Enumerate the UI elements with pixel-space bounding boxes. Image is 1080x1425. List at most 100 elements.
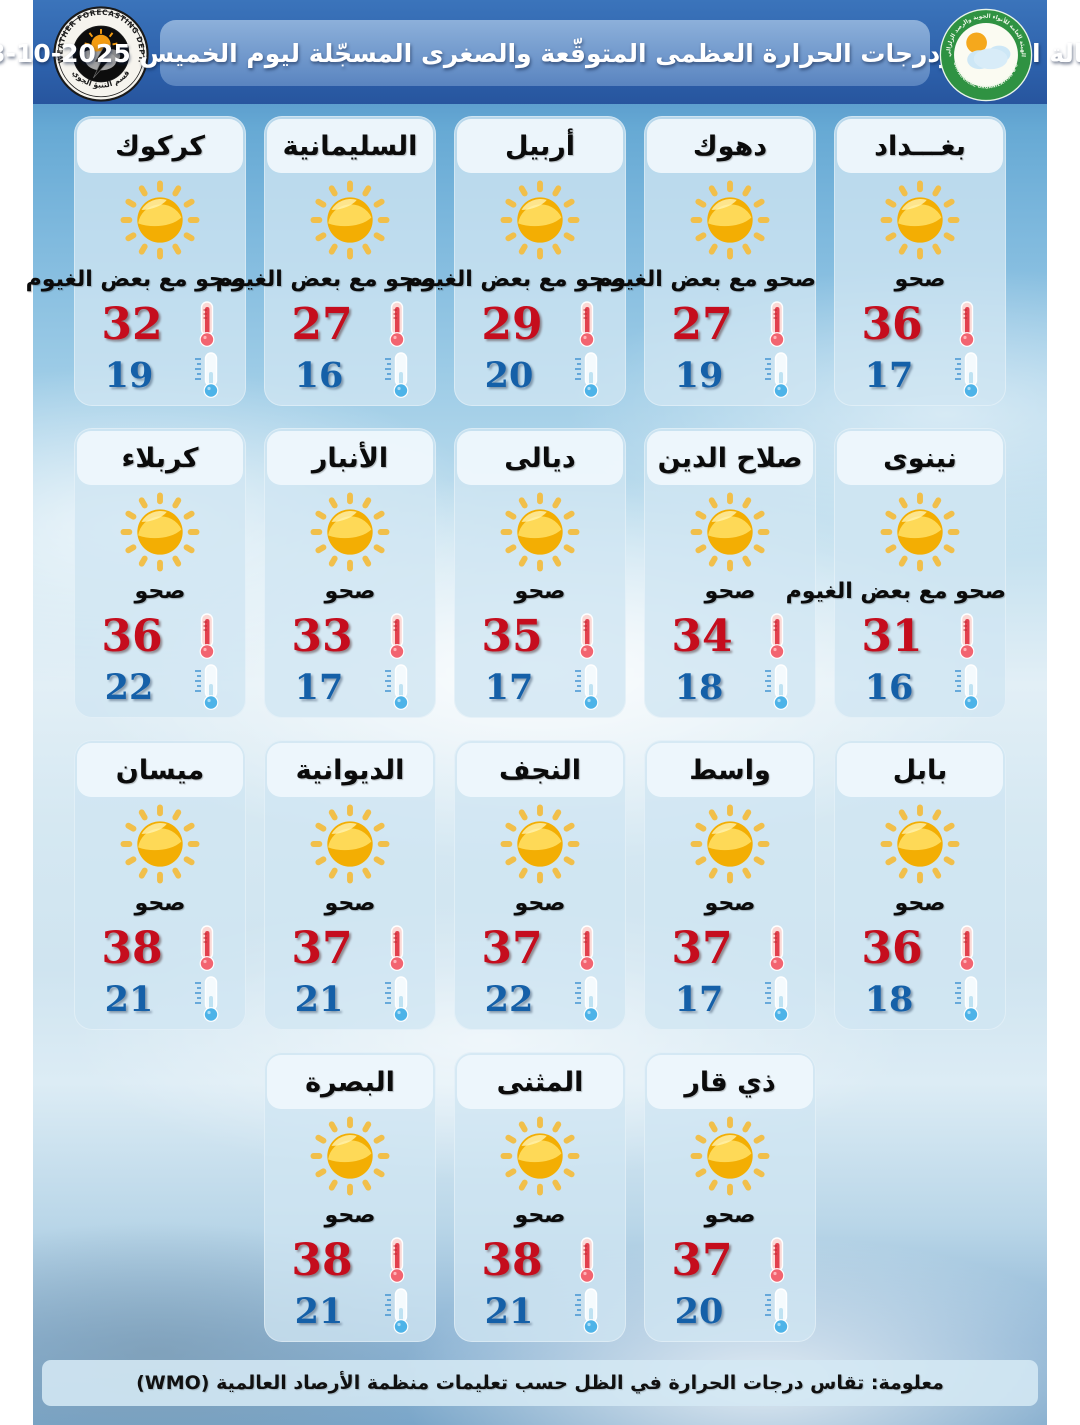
max-temperature: 27 [671,298,733,350]
city-name: ذي قار [684,1066,776,1098]
thermometer-hot-icon [765,298,789,350]
footer-note: معلومة: تقاس درجات الحرارة في الظل حسب ت… [136,1372,944,1394]
sun-icon [690,180,770,260]
min-temperature: 19 [104,354,154,396]
sun-icon [690,804,770,884]
city-name-banner: أربيل [457,119,623,173]
min-temperature: 20 [484,354,534,396]
min-temperature: 17 [294,666,344,708]
min-temperature: 18 [674,666,724,708]
footer-note-bar: معلومة: تقاس درجات الحرارة في الظل حسب ت… [42,1360,1038,1406]
thermometer-cold-icon [572,974,602,1024]
min-temperature: 22 [484,978,534,1020]
thermometer-hot-icon [765,610,789,662]
min-temperature: 16 [294,354,344,396]
max-temperature: 36 [861,922,923,974]
min-temperature: 21 [294,1290,344,1332]
sun-icon [880,180,960,260]
thermometer-hot-icon [955,610,979,662]
thermometer-cold-icon [192,350,222,400]
condition-label: صحو [324,1203,376,1228]
thermometer-hot-icon [765,922,789,974]
thermometer-cold-icon [192,974,222,1024]
max-temperature: 37 [481,922,543,974]
sun-icon [120,804,200,884]
condition-label: صحو مع بعض الغيوم [595,267,816,292]
condition-label: صحو [894,267,946,292]
min-temperature: 17 [864,354,914,396]
thermometer-hot-icon [955,922,979,974]
city-forecast-card: المثنى [454,1052,626,1342]
min-temperature: 21 [484,1290,534,1332]
city-name-banner: كركوك [77,119,243,173]
city-name: النجف [498,754,582,786]
city-name: الديوانية [295,754,405,786]
thermometer-cold-icon [762,974,792,1024]
city-name: كربلاء [121,442,199,474]
city-forecast-card: الديوانية [264,740,436,1030]
city-name: ديالى [504,442,576,474]
sun-icon [880,492,960,572]
city-name: صلاح الدين [657,442,803,474]
city-name: البصرة [305,1066,395,1098]
max-temperature: 38 [481,1234,543,1286]
thermometer-hot-icon [195,298,219,350]
sun-icon [500,804,580,884]
condition-label: صحو [704,579,756,604]
thermometer-cold-icon [952,662,982,712]
page-title: الحالة الجوية ودرجات الحرارة العظمى المت… [0,38,1080,68]
city-name-banner: بابل [837,743,1003,797]
iraq-met-organization-logo: الهيئة العامة للأنواء الجوية والرصد الزل… [939,8,1033,102]
thermometer-hot-icon [385,1234,409,1286]
weather-forecasting-dept-logo: WEATHER FORECASTING DEPT. قسم التنبؤ الج… [53,6,149,102]
city-name-banner: النجف [457,743,623,797]
thermometer-hot-icon [575,1234,599,1286]
max-temperature: 38 [101,922,163,974]
thermometer-cold-icon [572,350,602,400]
city-name-banner: السليمانية [267,119,433,173]
thermometer-cold-icon [382,662,412,712]
city-forecast-card: بابل [834,740,1006,1030]
sun-icon [690,1116,770,1196]
sun-icon [120,492,200,572]
thermometer-hot-icon [385,610,409,662]
thermometer-hot-icon [765,1234,789,1286]
city-forecast-card: البصرة [264,1052,436,1342]
condition-label: صحو [134,891,186,916]
max-temperature: 29 [481,298,543,350]
thermometer-hot-icon [955,298,979,350]
max-temperature: 31 [861,610,923,662]
condition-label: صحو [324,891,376,916]
city-name-banner: كربلاء [77,431,243,485]
header-bar: WEATHER FORECASTING DEPT. قسم التنبؤ الج… [0,0,1080,104]
city-forecast-card: كركوك [26,116,246,406]
sun-icon [500,1116,580,1196]
max-temperature: 36 [101,610,163,662]
city-name-banner: نينوى [837,431,1003,485]
thermometer-cold-icon [572,662,602,712]
thermometer-cold-icon [382,1286,412,1336]
min-temperature: 19 [674,354,724,396]
thermometer-hot-icon [575,610,599,662]
min-temperature: 21 [104,978,154,1020]
city-name-banner: ديالى [457,431,623,485]
city-name-banner: دهوك [647,119,813,173]
city-name: بغـــداد [874,130,966,162]
max-temperature: 27 [291,298,353,350]
condition-label: صحو [514,891,566,916]
city-name: الأنبار [311,442,389,474]
city-name-banner: المثنى [457,1055,623,1109]
city-name-banner: صلاح الدين [647,431,813,485]
city-name-banner: واسط [647,743,813,797]
thermometer-hot-icon [195,610,219,662]
city-forecast-card: أربيل [406,116,626,406]
city-forecast-card: نينوى [786,428,1006,718]
condition-label: صحو [704,891,756,916]
min-temperature: 22 [104,666,154,708]
thermometer-cold-icon [572,1286,602,1336]
min-temperature: 21 [294,978,344,1020]
city-forecast-card: بغـــداد [834,116,1006,406]
max-temperature: 36 [861,298,923,350]
city-forecast-card: صلاح الدين [644,428,816,718]
